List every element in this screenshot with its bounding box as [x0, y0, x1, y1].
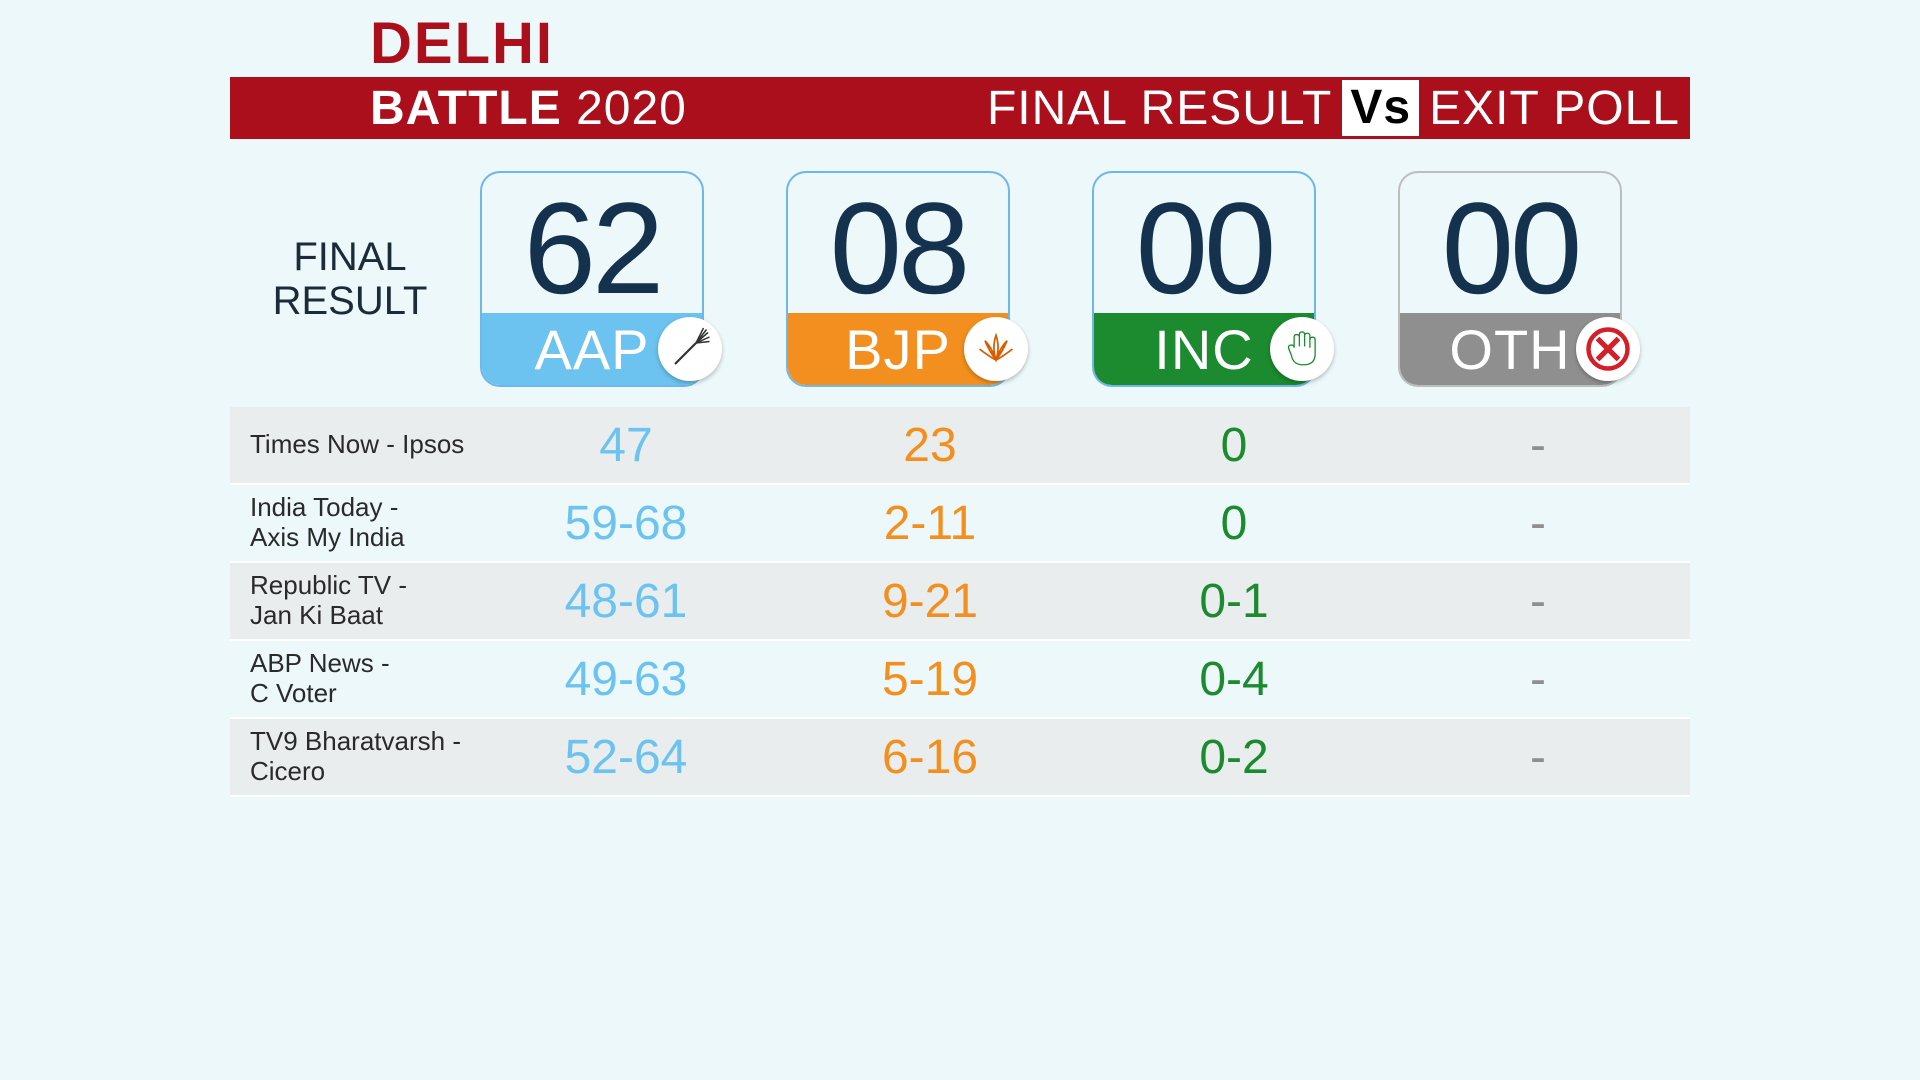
party-footer: INC: [1094, 313, 1314, 385]
table-row: India Today -Axis My India59-682-110-: [230, 485, 1690, 563]
final-result-label: FINAL RESULT: [240, 235, 460, 323]
banner-vs: Vs: [1342, 80, 1419, 136]
table-row: ABP News -C Voter49-635-190-4-: [230, 641, 1690, 719]
poll-value: -: [1386, 418, 1690, 473]
poll-value: 0-1: [1082, 574, 1386, 629]
banner: BATTLE 2020 FINAL RESULT Vs EXIT POLL: [230, 77, 1690, 139]
poll-value: -: [1386, 574, 1690, 629]
table-row: Times Now - Ipsos47230-: [230, 407, 1690, 485]
poll-value: 23: [778, 418, 1082, 473]
poll-value: 5-19: [778, 652, 1082, 707]
row-values: 52-646-160-2-: [474, 730, 1690, 785]
party-card-bjp: 08BJP: [786, 171, 1010, 387]
banner-battle: BATTLE: [370, 82, 562, 135]
poll-value: 6-16: [778, 730, 1082, 785]
party-card-aap: 62AAP: [480, 171, 704, 387]
party-seats: 08: [788, 173, 1008, 313]
party-code: BJP: [845, 317, 951, 382]
poll-value: 0: [1082, 418, 1386, 473]
party-footer: BJP: [788, 313, 1008, 385]
poll-value: 2-11: [778, 496, 1082, 551]
poll-value: -: [1386, 496, 1690, 551]
poll-value: -: [1386, 652, 1690, 707]
election-infographic: DELHI BATTLE 2020 FINAL RESULT Vs EXIT P…: [230, 0, 1690, 797]
poll-value: -: [1386, 730, 1690, 785]
party-cards: 62AAP08BJP00INC00OTH: [460, 171, 1680, 387]
lotus-icon: [964, 317, 1028, 381]
broom-icon: [658, 317, 722, 381]
banner-final-result: FINAL RESULT: [987, 81, 1332, 136]
party-seats: 62: [482, 173, 702, 313]
title-city: DELHI: [370, 10, 1690, 77]
party-code: INC: [1154, 317, 1253, 382]
banner-left: BATTLE 2020: [370, 81, 687, 136]
row-values: 47230-: [474, 418, 1690, 473]
party-code: AAP: [534, 317, 649, 382]
party-code: OTH: [1449, 317, 1570, 382]
party-card-oth: 00OTH: [1398, 171, 1622, 387]
cross-icon: [1576, 317, 1640, 381]
party-footer: AAP: [482, 313, 702, 385]
banner-year: 2020: [576, 82, 687, 135]
poll-source: TV9 Bharatvarsh -Cicero: [230, 727, 474, 787]
banner-right: FINAL RESULT Vs EXIT POLL: [987, 80, 1680, 136]
final-label-1: FINAL: [240, 235, 460, 279]
poll-value: 0: [1082, 496, 1386, 551]
banner-exit-poll: EXIT POLL: [1429, 81, 1680, 136]
final-result-row: FINAL RESULT 62AAP08BJP00INC00OTH: [230, 139, 1690, 407]
row-values: 49-635-190-4-: [474, 652, 1690, 707]
poll-value: 9-21: [778, 574, 1082, 629]
poll-value: 52-64: [474, 730, 778, 785]
poll-source: India Today -Axis My India: [230, 493, 474, 553]
exit-poll-table: Times Now - Ipsos47230-India Today -Axis…: [230, 407, 1690, 797]
row-values: 59-682-110-: [474, 496, 1690, 551]
poll-source: ABP News -C Voter: [230, 649, 474, 709]
hand-icon: [1270, 317, 1334, 381]
party-footer: OTH: [1400, 313, 1620, 385]
poll-source: Republic TV -Jan Ki Baat: [230, 571, 474, 631]
poll-value: 59-68: [474, 496, 778, 551]
final-label-2: RESULT: [240, 279, 460, 323]
poll-source: Times Now - Ipsos: [230, 430, 474, 460]
title-row: DELHI: [230, 0, 1690, 77]
poll-value: 0-2: [1082, 730, 1386, 785]
table-row: TV9 Bharatvarsh -Cicero52-646-160-2-: [230, 719, 1690, 797]
party-seats: 00: [1400, 173, 1620, 313]
poll-value: 48-61: [474, 574, 778, 629]
poll-value: 49-63: [474, 652, 778, 707]
party-card-inc: 00INC: [1092, 171, 1316, 387]
poll-value: 47: [474, 418, 778, 473]
party-seats: 00: [1094, 173, 1314, 313]
poll-value: 0-4: [1082, 652, 1386, 707]
row-values: 48-619-210-1-: [474, 574, 1690, 629]
table-row: Republic TV -Jan Ki Baat48-619-210-1-: [230, 563, 1690, 641]
